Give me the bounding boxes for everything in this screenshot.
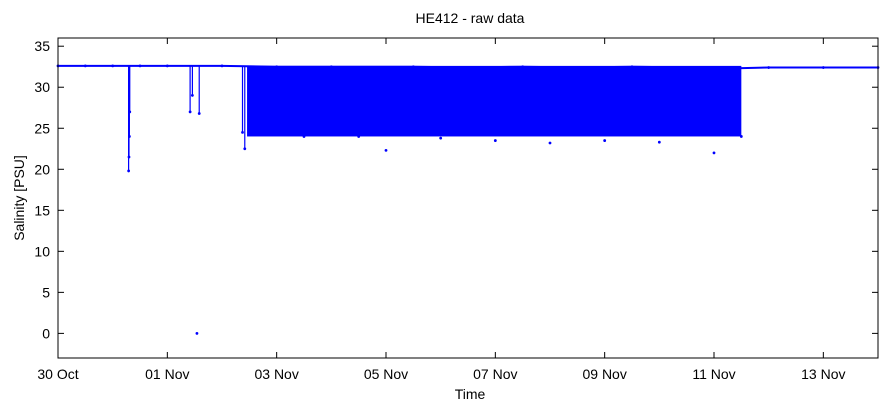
x-tick-label: 01 Nov xyxy=(145,366,189,382)
data-point xyxy=(548,141,552,145)
x-tick-label: 09 Nov xyxy=(582,366,626,382)
y-tick-label: 10 xyxy=(34,243,50,259)
data-point xyxy=(685,66,689,69)
data-point xyxy=(254,126,258,130)
data-point xyxy=(730,66,734,70)
data-point xyxy=(275,65,279,69)
x-axis-title: Time xyxy=(455,386,486,402)
data-point xyxy=(657,140,661,144)
data-point xyxy=(220,64,224,68)
data-point xyxy=(247,89,251,93)
x-tick-label: 13 Nov xyxy=(801,366,845,382)
data-point xyxy=(127,169,131,173)
x-tick-label: 03 Nov xyxy=(254,366,298,382)
data-point xyxy=(575,66,579,69)
y-axis: 0 5 10 15 20 25 30 35 xyxy=(34,38,878,341)
plot-frame xyxy=(57,37,879,359)
data-point xyxy=(530,73,534,77)
x-tick-label: 07 Nov xyxy=(473,366,517,382)
data-point xyxy=(603,139,607,142)
data-point xyxy=(357,135,361,138)
data-point xyxy=(411,65,415,69)
x-tick-label: 05 Nov xyxy=(364,366,408,382)
data-point xyxy=(821,66,825,69)
data-point xyxy=(111,64,115,68)
data-point xyxy=(165,64,169,68)
dense-point-band xyxy=(247,65,742,137)
y-tick-label: 25 xyxy=(34,120,50,136)
y-axis-title: Salinity [PSU] xyxy=(11,155,27,241)
x-axis: 30 Oct 01 Nov 03 Nov 05 Nov 07 Nov 09 Nov 11 N… xyxy=(37,38,846,382)
data-point xyxy=(712,151,716,155)
y-tick-label: 30 xyxy=(34,79,50,95)
baseline-trace xyxy=(58,64,878,70)
y-tick-label: 15 xyxy=(34,202,50,218)
data-point xyxy=(630,65,634,69)
data-point xyxy=(521,65,525,69)
data-point xyxy=(739,135,743,138)
y-tick-label: 35 xyxy=(34,38,50,54)
data-point xyxy=(302,135,306,138)
data-point xyxy=(439,136,443,140)
data-point xyxy=(195,331,199,335)
y-tick-label: 20 xyxy=(34,161,50,177)
x-tick-label: 30 Oct xyxy=(37,366,78,382)
chart-title: HE412 - raw data xyxy=(416,10,525,26)
data-point xyxy=(673,77,677,81)
y-tick-label: 0 xyxy=(42,325,50,341)
data-point xyxy=(466,66,470,69)
data-point xyxy=(83,64,87,68)
data-points xyxy=(56,64,880,335)
data-point xyxy=(329,65,333,69)
data-point xyxy=(493,139,497,142)
data-point xyxy=(767,66,771,69)
y-tick-label: 5 xyxy=(42,284,50,300)
x-tick-label: 11 Nov xyxy=(692,366,735,382)
data-point xyxy=(384,149,388,152)
data-point xyxy=(138,64,142,68)
